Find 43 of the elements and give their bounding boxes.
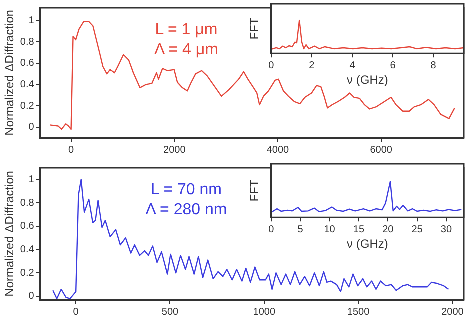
y-tick-label: 1: [28, 16, 35, 27]
x-tick-label: 2000: [164, 144, 186, 156]
x-tick-label: 30: [440, 224, 452, 236]
x-tick-label: 8: [430, 60, 437, 72]
annotation: L = 70 nm: [150, 181, 222, 198]
x-axis-title: ν (GHz): [347, 237, 388, 252]
x-tick-label: 25: [412, 224, 424, 236]
annotation: Λ = 4 μm: [154, 41, 218, 58]
x-tick-label: 20: [382, 224, 394, 236]
x-tick-label: 6: [390, 60, 396, 72]
x-tick-label: 0: [68, 144, 75, 156]
x-tick-label: 5: [298, 224, 304, 236]
y-tick-label: 0.2: [20, 100, 35, 112]
y-tick-label: 0.2: [20, 268, 35, 279]
x-tick-label: 1000: [253, 306, 276, 318]
y-tick-label: 0: [28, 122, 35, 134]
x-tick-label: 4000: [266, 144, 290, 156]
y-tick-label: 0.6: [20, 58, 35, 70]
y-tick-label: 0.6: [20, 221, 35, 232]
y-axis-title: Normalized ΔDiffraction: [2, 171, 17, 297]
x-tick-label: 0: [73, 306, 80, 318]
x-tick-label: 1500: [347, 306, 370, 318]
x-tick-label: 500: [162, 306, 180, 318]
y-axis-title: Normalized ΔDiffraction: [2, 10, 17, 136]
x-tick-label: 0: [268, 60, 275, 72]
y-tick-label: 0.8: [20, 198, 35, 209]
x-tick-label: 6000: [370, 144, 393, 156]
y-tick-label: 0.8: [20, 36, 35, 48]
y-tick-label: 0.4: [20, 79, 35, 90]
x-tick-label: 4: [350, 60, 356, 72]
annotation: L = 1 μm: [155, 21, 218, 38]
x-tick-label: 10: [324, 224, 336, 236]
x-tick-label: 0: [268, 224, 275, 236]
x-tick-label: 2: [309, 60, 316, 72]
y-tick-label: 0.4: [20, 244, 35, 256]
x-tick-label: 15: [353, 224, 365, 236]
annotation: Λ = 280 nm: [146, 201, 228, 218]
x-tick-label: 2000: [442, 306, 464, 318]
y-tick-label: 1: [28, 174, 35, 186]
y-axis-title: FFT: [248, 17, 262, 40]
y-axis-title: FFT: [248, 179, 262, 202]
y-tick-label: 0: [28, 291, 35, 302]
x-axis-title: ν (GHz): [347, 73, 388, 88]
